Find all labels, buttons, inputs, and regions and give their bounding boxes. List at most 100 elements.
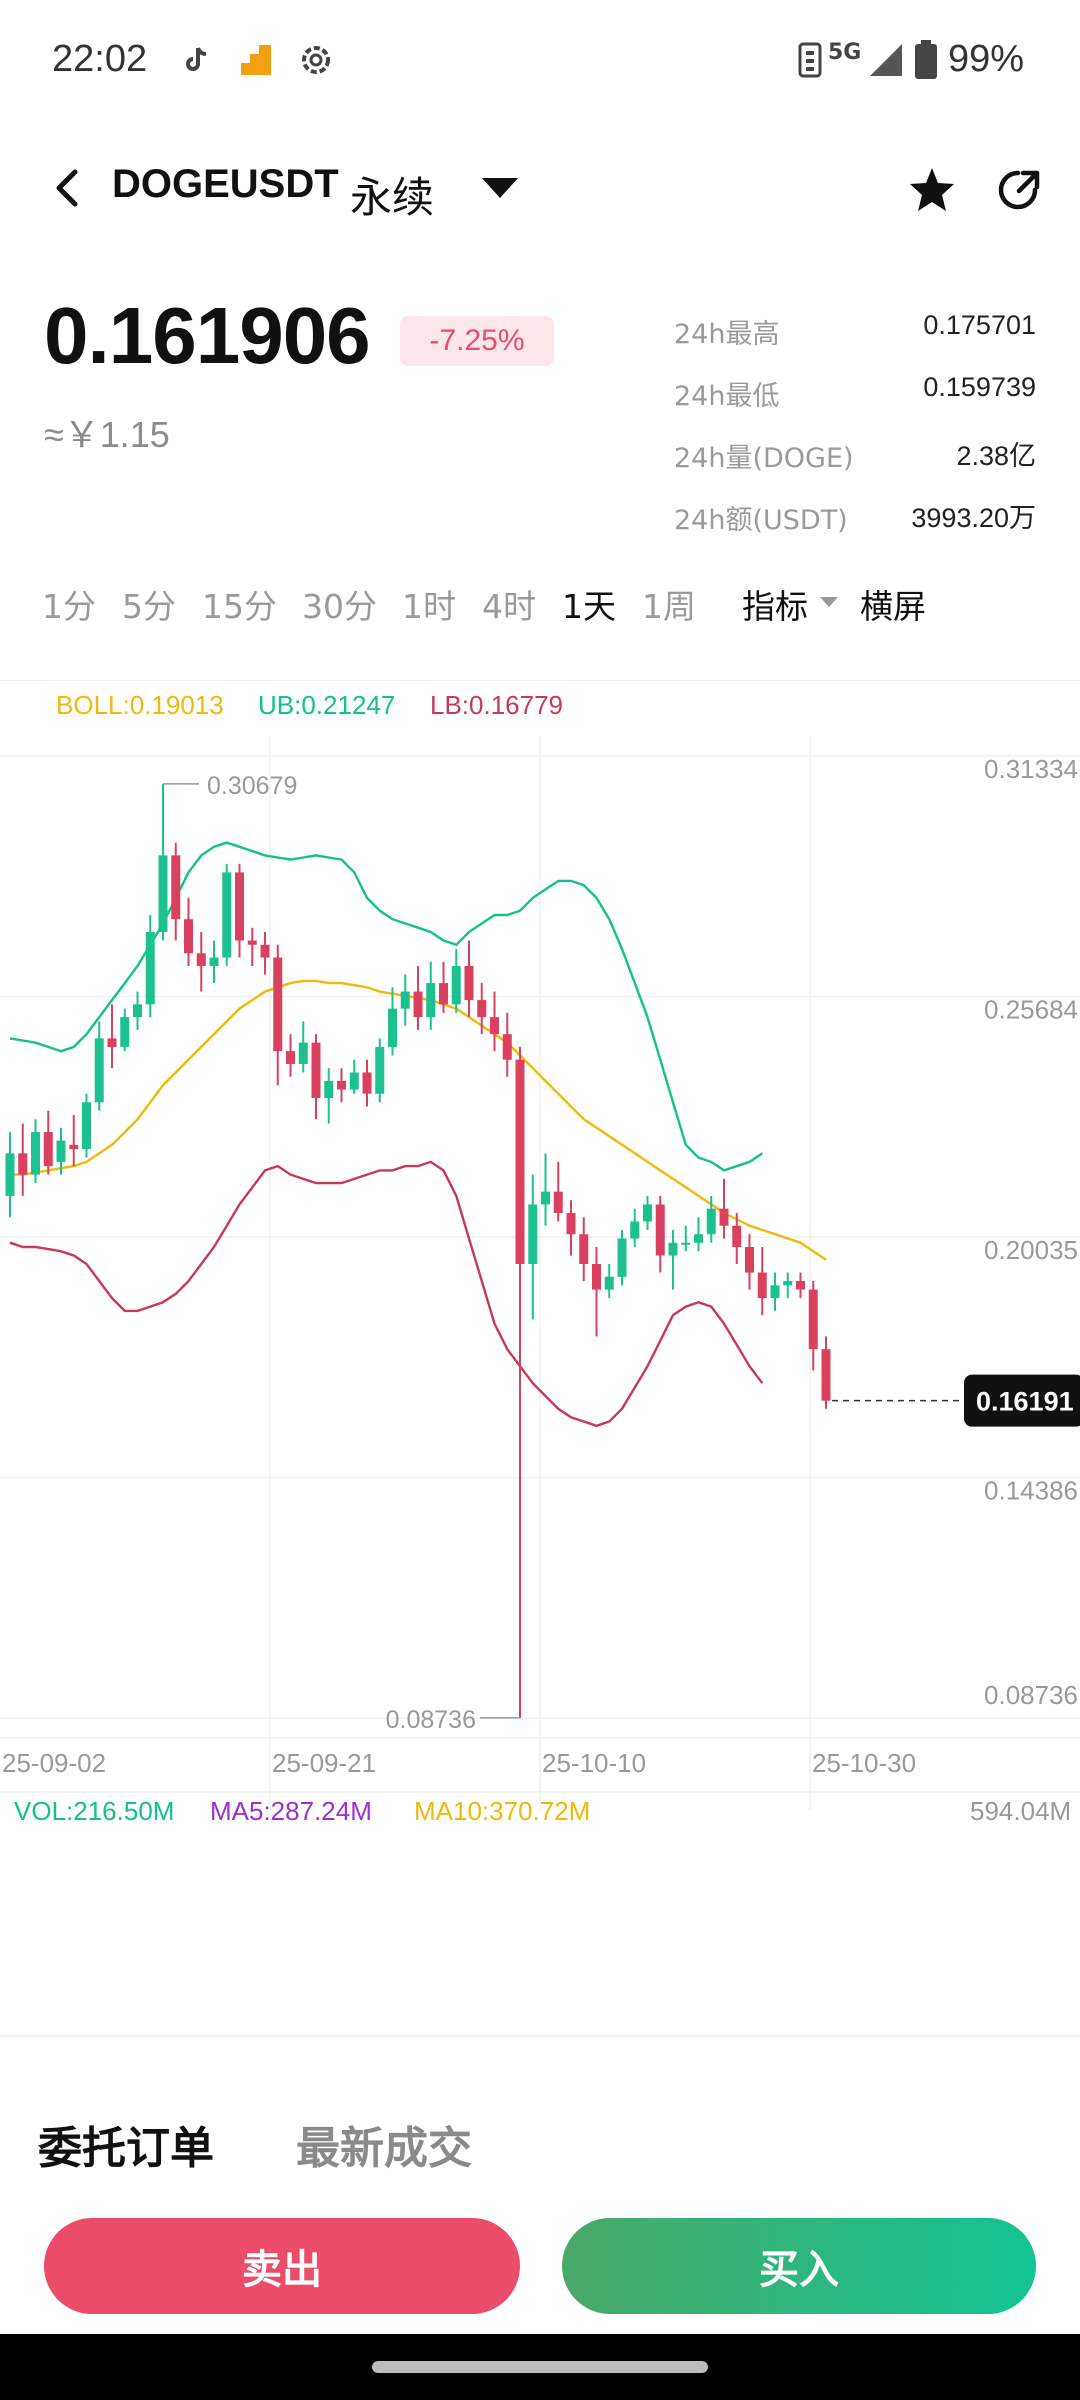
candle-body — [808, 1289, 818, 1350]
settings-icon — [296, 40, 336, 80]
candle-body — [413, 991, 423, 1018]
low-marker-label: 0.08736 — [386, 1706, 476, 1734]
boll-upper-line — [9, 841, 763, 1172]
candle-body — [617, 1238, 627, 1277]
tab-interval-1h[interactable]: 1时 — [402, 587, 456, 626]
candle-body — [706, 1208, 716, 1235]
chart-divider — [0, 680, 1080, 681]
candle-body — [821, 1349, 831, 1401]
y-axis-label: 0.08736 — [984, 1680, 1078, 1710]
buy-button[interactable]: 买入 — [562, 2218, 1036, 2314]
candle-body — [515, 1059, 525, 1265]
tab-interval-15m[interactable]: 15分 — [202, 587, 277, 626]
favorite-star-icon[interactable] — [900, 158, 964, 222]
candle-body — [400, 991, 410, 1009]
candle-body — [235, 872, 244, 941]
candle-body — [502, 1034, 512, 1060]
status-time: 22:02 — [52, 38, 148, 80]
y-axis-label: 0.31334 — [984, 754, 1078, 784]
candle-body — [757, 1272, 767, 1299]
tab-interval-1w[interactable]: 1周 — [642, 587, 696, 626]
candle-body — [311, 1042, 321, 1099]
candle-body — [18, 1153, 28, 1175]
indicator-button[interactable]: 指标 — [742, 587, 808, 626]
back-button[interactable] — [40, 160, 96, 216]
candle-body — [209, 957, 219, 967]
network-5g-icon: 5G — [828, 40, 862, 65]
tab-trades[interactable]: 最新成交 — [296, 2123, 472, 2174]
candle-body — [5, 1153, 15, 1196]
last-price-tag — [964, 1374, 1080, 1427]
candle-body — [694, 1234, 703, 1243]
stat-label-volume: 24h量(DOGE) — [674, 443, 854, 474]
share-icon[interactable] — [986, 158, 1050, 222]
tab-interval-1d[interactable]: 1天 — [562, 587, 616, 626]
chart-grid — [0, 736, 1080, 1810]
ma5-value: MA5:287.24M — [210, 1796, 372, 1826]
candle-body — [630, 1221, 640, 1239]
candle-body — [604, 1276, 614, 1290]
tiktok-icon — [176, 40, 216, 80]
candle-body — [745, 1247, 754, 1273]
stat-value-volume: 2.38亿 — [956, 441, 1036, 471]
candle-body — [196, 953, 206, 967]
candle-body — [69, 1144, 79, 1150]
y-axis-label: 0.25684 — [984, 995, 1078, 1025]
last-price: 0.161906 — [44, 291, 371, 380]
candle-body — [375, 1046, 385, 1094]
candle-body — [286, 1051, 295, 1064]
candle-body — [247, 940, 257, 945]
tab-interval-4h[interactable]: 4时 — [482, 587, 536, 626]
contract-type[interactable]: 永续 — [350, 173, 435, 222]
candle-body — [681, 1242, 691, 1245]
stat-label-turnover: 24h额(USDT) — [674, 505, 848, 536]
boll-ub-value: UB:0.21247 — [258, 690, 396, 720]
tab-orders[interactable]: 委托订单 — [38, 2123, 214, 2174]
stat-label-low: 24h最低 — [674, 381, 780, 412]
candle-body — [719, 1208, 729, 1226]
candle-body — [553, 1191, 563, 1213]
candle-body — [94, 1038, 104, 1103]
home-handle[interactable] — [372, 2361, 708, 2373]
candle-body — [107, 1038, 117, 1047]
stat-label-high: 24h最高 — [674, 319, 780, 350]
candle-body — [324, 1080, 334, 1099]
candle-body — [43, 1132, 53, 1167]
candle-body — [655, 1204, 665, 1256]
battery-percent: 99% — [948, 38, 1025, 80]
ma10-value: MA10:370.72M — [414, 1796, 591, 1826]
candle-body — [477, 1000, 487, 1018]
candle-body — [388, 1008, 397, 1047]
landscape-button[interactable]: 横屏 — [860, 587, 926, 626]
x-axis-label: 25-10-30 — [812, 1748, 916, 1778]
candle-body — [643, 1204, 652, 1222]
symbol-title[interactable]: DOGEUSDT — [112, 162, 339, 206]
candle-body — [171, 855, 181, 920]
candle-body — [133, 1004, 142, 1018]
vol-value: VOL:216.50M — [14, 1796, 175, 1826]
candle-body — [120, 1017, 130, 1047]
candle-body — [337, 1080, 346, 1090]
indicator-dropdown-icon[interactable] — [820, 597, 838, 607]
status-bar: 22:02 5G 99% — [0, 0, 1080, 125]
symbol-dropdown-icon[interactable] — [482, 178, 518, 198]
tab-interval-30m[interactable]: 30分 — [302, 587, 377, 626]
candle-body — [184, 919, 193, 954]
chart-markers: 0.30679 0.08736 0.16191 — [163, 772, 1080, 1734]
x-axis-label: 25-10-10 — [542, 1748, 646, 1778]
y-axis-label: 0.20035 — [984, 1235, 1078, 1265]
tab-interval-5m[interactable]: 5分 — [122, 587, 176, 626]
candle-body — [145, 931, 155, 1005]
candle-body — [490, 1017, 499, 1035]
candle-body — [158, 855, 168, 932]
sell-button[interactable]: 卖出 — [44, 2218, 520, 2314]
candle-body — [222, 872, 232, 958]
candle-body — [732, 1225, 742, 1248]
kline-chart[interactable]: 0.30679 0.08736 0.16191 0.31334 0.25684 0.20… — [0, 730, 1080, 1810]
tab-interval-1m[interactable]: 1分 — [42, 587, 96, 626]
signal-icon — [866, 40, 906, 80]
boll-lb-value: LB:0.16779 — [430, 690, 564, 720]
candle-body — [349, 1072, 359, 1090]
candle-body — [426, 983, 436, 1018]
candle-body — [770, 1285, 780, 1299]
